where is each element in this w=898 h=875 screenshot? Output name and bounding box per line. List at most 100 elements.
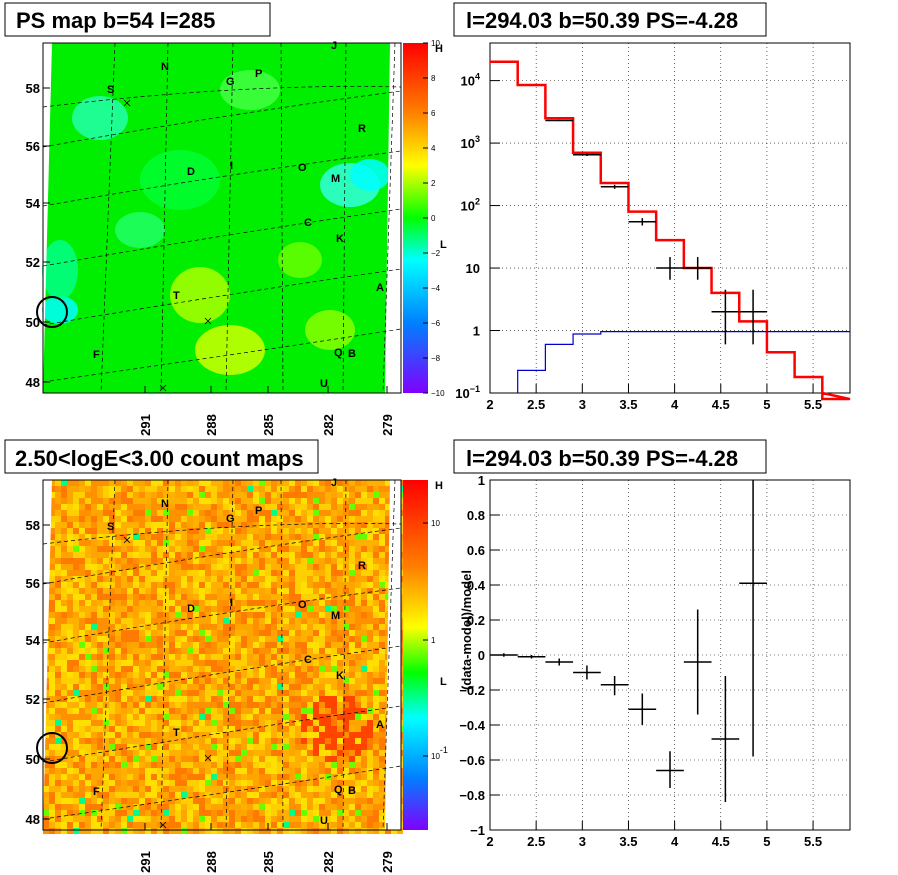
count-map-pixel	[379, 672, 385, 678]
count-map-pixel	[349, 654, 355, 660]
count-map-pixel	[49, 582, 55, 588]
count-map-pixel	[379, 516, 385, 522]
count-map-pixel	[163, 816, 169, 822]
count-map-pixel	[379, 666, 385, 672]
count-map-pixel	[205, 804, 211, 810]
count-map-pixel	[343, 552, 349, 558]
count-map-pixel	[151, 486, 157, 492]
count-map-pixel	[367, 480, 373, 486]
count-map-pixel	[91, 786, 97, 792]
count-map-pixel	[271, 744, 277, 750]
count-map-pixel	[265, 642, 271, 648]
count-map-pixel	[235, 720, 241, 726]
count-map-pixel	[361, 672, 367, 678]
count-map-pixel	[121, 828, 127, 834]
count-map-pixel	[295, 540, 301, 546]
count-map-pixel	[175, 666, 181, 672]
count-map-pixel	[193, 750, 199, 756]
count-map-pixel	[169, 564, 175, 570]
x-tick-label: 4.5	[712, 397, 730, 412]
count-map-pixel	[289, 684, 295, 690]
count-map-pixel	[241, 726, 247, 732]
count-map-pixel	[361, 660, 367, 666]
count-map-pixel	[253, 606, 259, 612]
count-map-pixel	[121, 666, 127, 672]
count-map-pixel	[79, 582, 85, 588]
count-map-pixel	[265, 606, 271, 612]
count-map-pixel	[133, 756, 139, 762]
count-map-pixel	[217, 702, 223, 708]
count-map-pixel	[247, 606, 253, 612]
count-map-pixel	[55, 762, 61, 768]
count-map-pixel	[355, 522, 361, 528]
count-map-pixel	[337, 630, 343, 636]
count-map-pixel	[295, 630, 301, 636]
count-map-pixel	[193, 612, 199, 618]
count-map-pixel	[355, 486, 361, 492]
count-map-pixel	[55, 696, 61, 702]
count-map-pixel	[169, 750, 175, 756]
count-map-pixel	[79, 786, 85, 792]
count-map-pixel	[253, 798, 259, 804]
count-map-pixel	[247, 612, 253, 618]
count-map-pixel	[79, 594, 85, 600]
y-tick-label: 50	[26, 315, 40, 330]
count-map-pixel	[217, 558, 223, 564]
count-map-pixel	[235, 732, 241, 738]
count-map-pixel	[85, 816, 91, 822]
count-map-pixel	[313, 558, 319, 564]
count-map-pixel	[361, 564, 367, 570]
count-map-pixel	[241, 792, 247, 798]
count-map-pixel	[385, 510, 391, 516]
count-map-pixel	[61, 546, 67, 552]
count-map-pixel	[355, 750, 361, 756]
count-map-pixel	[289, 594, 295, 600]
count-map-pixel	[73, 594, 79, 600]
count-map-pixel	[79, 702, 85, 708]
count-map-pixel	[343, 732, 349, 738]
count-map-pixel	[259, 786, 265, 792]
count-map-pixel	[289, 726, 295, 732]
count-map-pixel	[319, 564, 325, 570]
count-map-pixel	[55, 822, 61, 828]
count-map-pixel	[145, 720, 151, 726]
count-map-pixel	[115, 648, 121, 654]
count-map-pixel	[133, 492, 139, 498]
count-map-pixel	[319, 576, 325, 582]
count-map-pixel	[121, 510, 127, 516]
count-map-pixel	[91, 480, 97, 486]
count-map-pixel	[193, 696, 199, 702]
count-map-pixel	[127, 516, 133, 522]
count-map-pixel	[319, 828, 325, 834]
count-map-pixel	[187, 810, 193, 816]
count-map-pixel	[139, 780, 145, 786]
count-map-pixel	[67, 786, 73, 792]
count-map-pixel	[343, 630, 349, 636]
count-map-pixel	[331, 822, 337, 828]
count-map-pixel	[271, 492, 277, 498]
count-map-pixel	[115, 528, 121, 534]
count-map-pixel	[259, 702, 265, 708]
count-map-pixel	[265, 600, 271, 606]
count-map-pixel	[331, 528, 337, 534]
count-map-pixel	[121, 528, 127, 534]
count-map-pixel	[79, 720, 85, 726]
count-map-pixel	[205, 696, 211, 702]
count-map-pixel	[385, 540, 391, 546]
count-map-pixel	[127, 624, 133, 630]
count-map-pixel	[319, 522, 325, 528]
count-map-pixel	[205, 528, 211, 534]
count-map-pixel	[169, 786, 175, 792]
count-map-pixel	[253, 582, 259, 588]
count-map-pixel	[193, 756, 199, 762]
count-map-pixel	[151, 708, 157, 714]
count-map-pixel	[109, 774, 115, 780]
count-map-pixel	[235, 552, 241, 558]
count-map-pixel	[145, 498, 151, 504]
count-map-pixel	[247, 792, 253, 798]
count-map-pixel	[325, 738, 331, 744]
count-map-pixel	[223, 762, 229, 768]
count-map-pixel	[277, 480, 283, 486]
count-map-pixel	[289, 510, 295, 516]
count-map-pixel	[151, 480, 157, 486]
